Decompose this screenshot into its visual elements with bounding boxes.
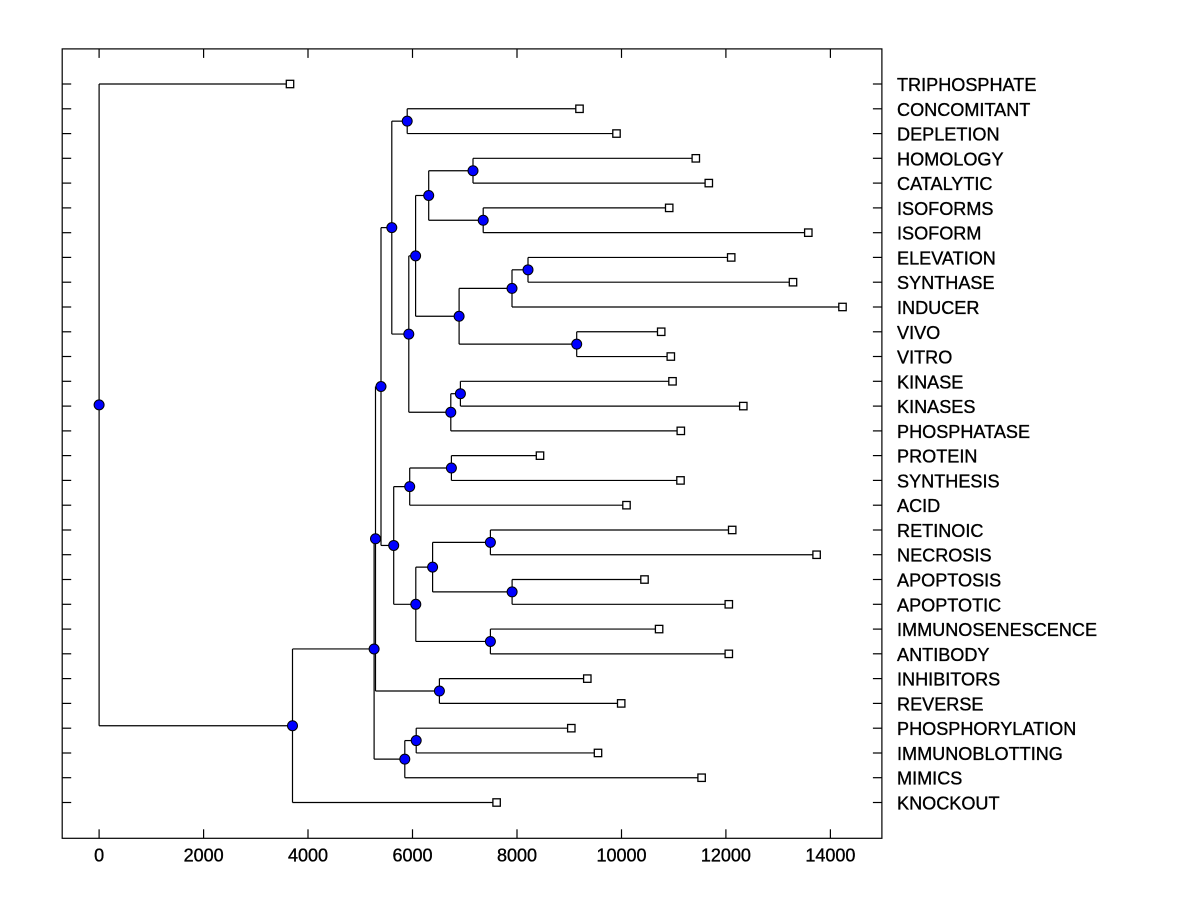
svg-text:CATALYTIC: CATALYTIC bbox=[897, 174, 993, 194]
svg-text:PHOSPHORYLATION: PHOSPHORYLATION bbox=[897, 719, 1076, 739]
svg-text:APOPTOTIC: APOPTOTIC bbox=[897, 595, 1001, 615]
svg-text:ANTIBODY: ANTIBODY bbox=[897, 645, 990, 665]
svg-text:ISOFORM: ISOFORM bbox=[897, 224, 981, 244]
svg-text:INHIBITORS: INHIBITORS bbox=[897, 670, 1000, 690]
svg-text:2000: 2000 bbox=[184, 846, 224, 866]
svg-text:HOMOLOGY: HOMOLOGY bbox=[897, 149, 1004, 169]
svg-text:DEPLETION: DEPLETION bbox=[897, 125, 1000, 145]
svg-text:8000: 8000 bbox=[497, 846, 537, 866]
svg-text:PHOSPHATASE: PHOSPHATASE bbox=[897, 422, 1030, 442]
svg-text:SYNTHASE: SYNTHASE bbox=[897, 273, 995, 293]
svg-text:KINASE: KINASE bbox=[897, 372, 963, 392]
svg-text:CONCOMITANT: CONCOMITANT bbox=[897, 100, 1030, 120]
svg-text:PROTEIN: PROTEIN bbox=[897, 447, 977, 467]
svg-text:4000: 4000 bbox=[288, 846, 328, 866]
svg-text:VIVO: VIVO bbox=[897, 323, 940, 343]
svg-text:KNOCKOUT: KNOCKOUT bbox=[897, 794, 1000, 814]
svg-text:ELEVATION: ELEVATION bbox=[897, 248, 996, 268]
svg-text:REVERSE: REVERSE bbox=[897, 694, 983, 714]
svg-text:ISOFORMS: ISOFORMS bbox=[897, 199, 994, 219]
svg-text:10000: 10000 bbox=[596, 846, 646, 866]
svg-text:14000: 14000 bbox=[805, 846, 855, 866]
svg-text:VITRO: VITRO bbox=[897, 348, 952, 368]
svg-text:SYNTHESIS: SYNTHESIS bbox=[897, 471, 1000, 491]
svg-text:INDUCER: INDUCER bbox=[897, 298, 979, 318]
svg-text:NECROSIS: NECROSIS bbox=[897, 546, 992, 566]
svg-text:MIMICS: MIMICS bbox=[897, 769, 962, 789]
svg-text:0: 0 bbox=[94, 846, 104, 866]
svg-text:KINASES: KINASES bbox=[897, 397, 975, 417]
svg-text:ACID: ACID bbox=[897, 496, 940, 516]
svg-text:RETINOIC: RETINOIC bbox=[897, 521, 983, 541]
svg-text:TRIPHOSPHATE: TRIPHOSPHATE bbox=[897, 75, 1036, 95]
svg-text:6000: 6000 bbox=[392, 846, 432, 866]
svg-text:12000: 12000 bbox=[701, 846, 751, 866]
svg-text:IMMUNOBLOTTING: IMMUNOBLOTTING bbox=[897, 744, 1063, 764]
svg-text:IMMUNOSENESCENCE: IMMUNOSENESCENCE bbox=[897, 620, 1097, 640]
svg-text:APOPTOSIS: APOPTOSIS bbox=[897, 571, 1001, 591]
